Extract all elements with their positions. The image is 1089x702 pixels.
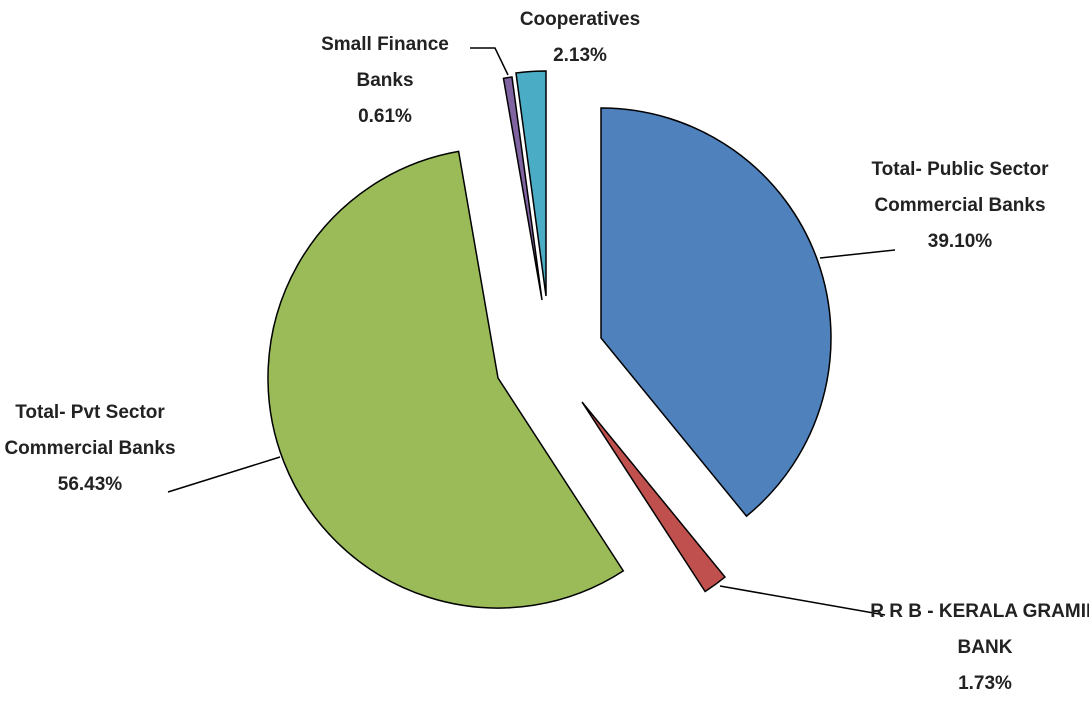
category-label: R R B - KERALA GRAMIN BANK <box>870 601 1089 658</box>
pie-slice <box>267 150 625 609</box>
value-label: 1.73% <box>958 673 1012 694</box>
slice-label: Small Finance Banks 0.61% <box>295 27 475 135</box>
pie-slice <box>502 76 543 301</box>
leader-line <box>819 249 896 259</box>
leader-line <box>470 47 509 76</box>
pie-slice <box>581 401 727 593</box>
value-label: 0.61% <box>358 106 412 127</box>
value-label: 39.10% <box>927 231 993 252</box>
slice-label: Total- Public Sector Commercial Banks 39.… <box>870 152 1050 260</box>
category-label: Cooperatives <box>519 9 641 30</box>
value-label: 56.43% <box>57 474 123 495</box>
slice-label: Cooperatives 2.13% <box>490 2 670 74</box>
pie-slice <box>600 107 832 518</box>
category-label: Total- Public Sector Commercial Banks <box>871 159 1049 216</box>
category-label: Small Finance Banks <box>321 34 449 91</box>
slice-label: Total- Pvt Sector Commercial Banks 56.43% <box>0 395 180 503</box>
leader-line <box>719 585 886 616</box>
leader-line <box>167 456 281 493</box>
pie-slice <box>515 70 547 297</box>
slice-label: R R B - KERALA GRAMIN BANK 1.73% <box>870 594 1089 702</box>
category-label: Total- Pvt Sector Commercial Banks <box>4 402 176 459</box>
value-label: 2.13% <box>553 45 607 66</box>
